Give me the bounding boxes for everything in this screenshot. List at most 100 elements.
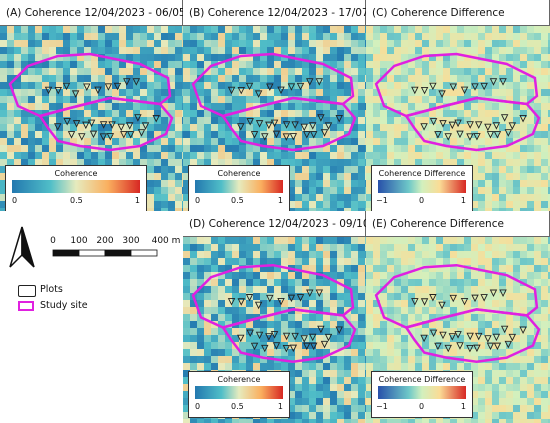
plot-marker-icon xyxy=(71,90,80,98)
plot-marker-icon xyxy=(300,123,308,132)
plot-marker-icon xyxy=(62,82,71,91)
plot-marker-icon xyxy=(123,78,131,86)
scale-bar: 0 100 200 300 400 m xyxy=(48,236,183,266)
plot-marker-icon xyxy=(78,133,86,141)
plot-marker-icon xyxy=(255,331,264,340)
plot-marker-icon xyxy=(277,86,285,95)
plot-marker-icon xyxy=(237,298,245,306)
plot-marker-icon xyxy=(493,342,502,351)
plot-marker-icon xyxy=(296,82,305,91)
plot-marker-icon xyxy=(63,118,71,126)
plot-marker-icon xyxy=(493,131,502,139)
plot-marker-icon xyxy=(486,342,495,351)
plot-marker-icon xyxy=(434,131,442,139)
plot-marker-icon xyxy=(317,325,325,334)
plot-marker-icon xyxy=(308,122,317,130)
plot-marker-icon xyxy=(282,344,291,353)
panel-b: (B) Coherence 12/04/2023 - 17/07/2023 Co… xyxy=(183,0,366,211)
plot-marker-icon xyxy=(519,326,527,334)
plot-marker-icon xyxy=(504,340,513,349)
plot-marker-icon xyxy=(438,90,446,98)
legend-tick: 0 xyxy=(12,196,18,205)
legend-tick: 1 xyxy=(277,402,283,411)
plot-marker-icon xyxy=(141,122,150,130)
plot-marker-icon xyxy=(282,121,291,129)
plot-marker-icon xyxy=(420,86,429,95)
plot-marker-icon xyxy=(296,294,305,302)
plot-marker-icon xyxy=(439,331,447,340)
plot-marker-icon xyxy=(54,123,62,131)
plot-marker-icon xyxy=(94,86,102,95)
plot-marker-icon xyxy=(504,129,513,137)
plot-marker-icon xyxy=(255,120,264,128)
plot-marker-icon xyxy=(335,115,343,123)
scale-label: 400 m xyxy=(151,236,181,246)
plot-marker-icon xyxy=(306,78,314,86)
plot-marker-icon xyxy=(473,133,481,141)
plot-marker-icon xyxy=(460,297,469,306)
plot-marker-icon xyxy=(137,129,146,137)
plot-marker-icon xyxy=(448,121,457,130)
plot-marker-icon xyxy=(272,130,281,139)
plot-marker-icon xyxy=(429,329,438,338)
scale-label: 0 xyxy=(50,236,56,246)
plot-marker-icon xyxy=(287,83,296,91)
plot-marker-icon xyxy=(456,130,464,139)
plot-marker-icon xyxy=(324,333,333,342)
panel-title: (B) Coherence 12/04/2023 - 17/07/2023 xyxy=(183,0,366,26)
plot-marker-icon xyxy=(508,122,517,130)
plot-marker-icon xyxy=(266,83,274,91)
scale-label: 300 xyxy=(122,236,140,246)
map-raster xyxy=(366,237,550,423)
legend-tick: 1 xyxy=(460,196,466,205)
plot-marker-icon xyxy=(500,325,509,334)
legend-tick: 0 xyxy=(195,402,201,411)
plot-marker-icon xyxy=(486,131,495,139)
legend-title: Coherence Difference xyxy=(378,169,466,178)
plot-marker-icon xyxy=(499,289,507,297)
legend-title: Coherence xyxy=(217,169,261,178)
plot-marker-icon xyxy=(270,331,279,339)
legend-tick: 1 xyxy=(134,196,140,205)
panel-a: (A) Coherence 12/04/2023 - 06/05/2023 Co… xyxy=(0,0,183,211)
plot-marker-icon xyxy=(117,123,125,132)
colorbar-legend: Coherence 0 0.5 1 xyxy=(188,165,290,211)
legend-study-site-label: Study site xyxy=(40,300,88,311)
plot-marker-icon xyxy=(519,115,527,123)
plot-marker-icon xyxy=(466,332,474,341)
plot-marker-icon xyxy=(449,83,457,91)
plot-marker-icon xyxy=(439,120,447,128)
plot-marker-icon xyxy=(499,78,507,86)
plot-marker-icon xyxy=(282,332,291,341)
plot-marker-icon xyxy=(480,82,488,91)
plot-marker-icon xyxy=(67,131,76,139)
legend-tick: 0 xyxy=(195,196,201,205)
plot-marker-icon xyxy=(411,298,419,306)
plot-marker-icon xyxy=(44,86,53,95)
plot-marker-icon xyxy=(72,120,81,128)
color-ramp xyxy=(378,386,466,399)
plot-marker-icon xyxy=(246,329,254,338)
plot-marker-icon xyxy=(300,335,308,343)
plot-marker-icon xyxy=(254,301,263,310)
scale-label: 200 xyxy=(96,236,114,246)
plot-marker-icon xyxy=(83,83,91,91)
legend-tick: 1 xyxy=(460,402,466,411)
plot-marker-icon xyxy=(265,121,273,130)
north-arrow-icon xyxy=(8,225,48,270)
plot-marker-icon xyxy=(456,342,464,350)
plot-marker-icon xyxy=(82,121,90,130)
color-ramp xyxy=(195,180,283,193)
legend-tick: 0.5 xyxy=(70,196,83,205)
plot-marker-icon xyxy=(246,118,254,126)
map-legend: Plots Study site xyxy=(18,283,168,323)
plot-marker-icon xyxy=(254,90,263,98)
legend-plots-label: Plots xyxy=(40,284,63,295)
plot-marker-icon xyxy=(438,301,446,310)
plot-marker-icon xyxy=(411,86,419,95)
plot-marker-icon xyxy=(250,131,259,139)
plot-marker-icon xyxy=(104,83,113,91)
legend-tick: 1 xyxy=(277,196,283,205)
plot-marker-icon xyxy=(245,82,254,91)
plot-marker-icon xyxy=(454,331,462,339)
